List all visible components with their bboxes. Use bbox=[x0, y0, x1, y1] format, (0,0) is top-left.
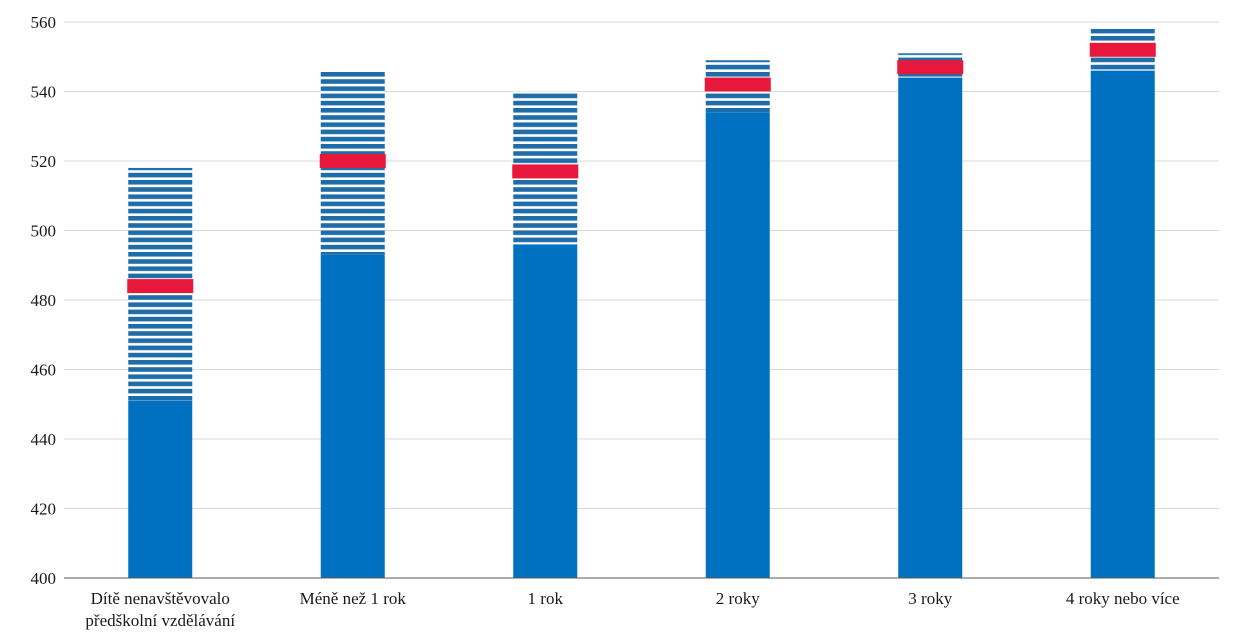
bar-group bbox=[127, 167, 194, 578]
x-tick-label-line: 2 roky bbox=[716, 589, 760, 608]
x-tick-label-line: předškolní vzdělávání bbox=[85, 611, 235, 630]
y-tick-label: 500 bbox=[31, 222, 57, 241]
bar-group bbox=[704, 60, 771, 578]
x-tick-label: 3 roky bbox=[908, 589, 952, 608]
x-tick-label-line: 1 rok bbox=[528, 589, 564, 608]
y-tick-label: 460 bbox=[31, 361, 57, 380]
x-tick-label: Dítě nenavštěvovalo předškolní vzdělávání bbox=[85, 589, 235, 630]
y-tick-label: 520 bbox=[31, 152, 57, 171]
bar-group bbox=[1089, 28, 1156, 579]
x-axis-tick-labels: Dítě nenavštěvovalo předškolní vzdělávání… bbox=[85, 589, 1179, 630]
bar-group bbox=[512, 91, 579, 578]
y-tick-label: 420 bbox=[31, 500, 57, 519]
y-tick-label: 400 bbox=[31, 569, 57, 588]
bar-solid bbox=[898, 77, 963, 578]
y-tick-label: 540 bbox=[31, 83, 57, 102]
bar-solid bbox=[1090, 70, 1155, 579]
bar-solid bbox=[705, 112, 770, 578]
bar-marker bbox=[512, 164, 579, 179]
y-tick-label: 480 bbox=[31, 291, 57, 310]
x-tick-label: 1 rok bbox=[528, 589, 564, 608]
x-tick-label: 4 roky nebo více bbox=[1066, 589, 1180, 608]
bar-solid bbox=[128, 400, 193, 578]
x-tick-label-line: 3 roky bbox=[908, 589, 952, 608]
bar-marker bbox=[704, 77, 771, 92]
x-tick-label: 2 roky bbox=[716, 589, 760, 608]
x-tick-label: Méně než 1 rok bbox=[300, 589, 407, 608]
bars bbox=[127, 28, 1156, 579]
bar-marker bbox=[1089, 42, 1156, 57]
y-tick-label: 560 bbox=[31, 13, 57, 32]
bar-marker bbox=[319, 154, 386, 168]
bar-group bbox=[319, 70, 386, 578]
bar-solid bbox=[513, 244, 578, 578]
bar-group bbox=[897, 53, 964, 578]
x-tick-label-line: 4 roky nebo více bbox=[1066, 589, 1180, 608]
bar-marker bbox=[897, 60, 964, 75]
bar-marker bbox=[127, 279, 194, 294]
y-axis-tick-labels: 400 420 440 460 480 500 520 540 560 bbox=[31, 13, 57, 588]
bar-solid bbox=[320, 254, 385, 578]
gridlines bbox=[64, 21, 1219, 509]
y-tick-label: 440 bbox=[31, 430, 57, 449]
x-tick-label-line: Méně než 1 rok bbox=[300, 589, 407, 608]
x-tick-label-line: Dítě nenavštěvovalo bbox=[91, 589, 230, 608]
